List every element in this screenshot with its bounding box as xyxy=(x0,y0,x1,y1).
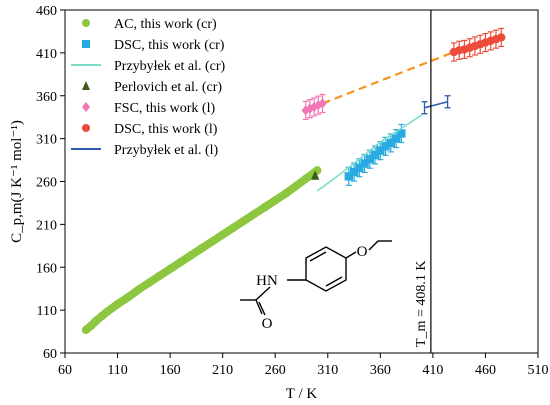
data-point xyxy=(302,173,311,183)
series-diamond xyxy=(301,93,327,120)
data-point xyxy=(176,257,185,267)
legend-entry: AC, this work (cr) xyxy=(82,17,217,32)
data-point xyxy=(102,307,112,317)
x-tick-label: 510 xyxy=(528,363,549,378)
y-tick-label: 160 xyxy=(36,261,57,276)
x-tick-label: 210 xyxy=(212,363,233,378)
structure-atom-labels: HN O O xyxy=(256,244,367,332)
legend-label: AC, this work (cr) xyxy=(114,17,217,32)
y-tick-label: 260 xyxy=(36,176,57,191)
series-line xyxy=(316,113,423,192)
data-point xyxy=(197,244,206,253)
y-tick-label: 60 xyxy=(43,347,57,362)
y-tick-label: 110 xyxy=(37,304,57,319)
series-triangle xyxy=(310,170,320,180)
x-tick-label: 460 xyxy=(475,363,496,378)
series-circle xyxy=(449,27,506,62)
y-tick-label: 210 xyxy=(36,218,57,233)
data-point xyxy=(318,98,327,109)
legend-label: Przybyłek et al. (cr) xyxy=(114,59,226,74)
data-point xyxy=(360,159,369,168)
data-point xyxy=(82,102,90,112)
data-point xyxy=(82,19,90,27)
x-axis-title: T / K xyxy=(286,386,318,402)
melting-point-annotation: T_m = 408.1 K xyxy=(414,261,429,347)
x-tick-label: 360 xyxy=(370,363,391,378)
legend-entry: DSC, this work (l) xyxy=(82,122,218,137)
data-point xyxy=(370,150,380,160)
y-tick-label: 310 xyxy=(36,133,57,148)
data-point xyxy=(260,203,269,212)
atom-label-hn: HN xyxy=(256,273,278,289)
legend-entry: Przybyłek et al. (cr) xyxy=(71,59,226,74)
data-point xyxy=(123,293,133,302)
series-circle-dense xyxy=(81,166,322,335)
data-point xyxy=(113,299,122,309)
atom-label-o-carbonyl: O xyxy=(262,316,273,332)
y-axis-title: C_p,m(J K⁻¹ mol⁻¹) xyxy=(9,120,25,243)
series-line xyxy=(424,100,448,109)
data-point xyxy=(250,209,259,219)
data-point xyxy=(365,155,375,164)
acetaminophen-ether-structure-icon xyxy=(240,240,392,316)
x-tick-label: 60 xyxy=(58,363,72,378)
data-point xyxy=(165,264,175,274)
data-point xyxy=(381,142,390,151)
data-point xyxy=(82,81,90,90)
legend-entry: Perlovich et al. (cr) xyxy=(82,80,222,95)
series-line xyxy=(421,95,451,115)
y-tick-label: 460 xyxy=(36,4,57,19)
y-tick-label: 360 xyxy=(36,90,57,105)
x-tick-label: 310 xyxy=(317,363,338,378)
y-tick-label: 410 xyxy=(36,47,57,62)
data-point xyxy=(397,129,406,138)
data-point xyxy=(144,278,154,287)
data-point xyxy=(82,124,90,132)
data-point xyxy=(386,138,396,148)
data-point xyxy=(305,103,315,114)
data-point xyxy=(186,251,196,260)
data-point xyxy=(391,134,401,143)
data-point xyxy=(87,321,96,330)
data-point xyxy=(281,189,290,198)
atom-label-o-ether: O xyxy=(357,244,368,260)
legend-label: DSC, this work (l) xyxy=(114,122,218,137)
legend-label: FSC, this work (l) xyxy=(114,101,215,116)
data-point xyxy=(292,181,301,190)
data-point xyxy=(239,216,248,226)
legend-label: Przybyłek et al. (l) xyxy=(114,143,219,158)
legend-label: Perlovich et al. (cr) xyxy=(114,80,222,95)
data-point xyxy=(314,99,323,111)
series-line xyxy=(316,113,423,192)
series-square xyxy=(344,123,406,186)
legend-entry: Przybyłek et al. (l) xyxy=(71,143,219,158)
data-point xyxy=(207,237,217,246)
data-point xyxy=(271,196,280,205)
data-point xyxy=(218,230,227,239)
data-point xyxy=(310,170,320,180)
data-point xyxy=(376,146,385,155)
data-point xyxy=(349,167,359,177)
x-tick-label: 160 xyxy=(160,363,181,378)
legend-label: DSC, this work (cr) xyxy=(114,38,225,53)
data-point xyxy=(497,33,506,42)
legend-entry: FSC, this work (l) xyxy=(82,101,215,116)
data-point xyxy=(228,223,238,233)
x-tick-label: 260 xyxy=(265,363,286,378)
legend-entry: DSC, this work (cr) xyxy=(82,38,225,53)
extrapolation-dashed-line xyxy=(322,50,455,105)
data-point xyxy=(82,40,90,48)
x-tick-label: 410 xyxy=(422,363,443,378)
data-point xyxy=(155,271,164,281)
x-tick-label: 110 xyxy=(107,363,127,378)
data-point xyxy=(344,172,353,181)
data-point xyxy=(355,163,364,172)
data-point xyxy=(134,285,143,294)
